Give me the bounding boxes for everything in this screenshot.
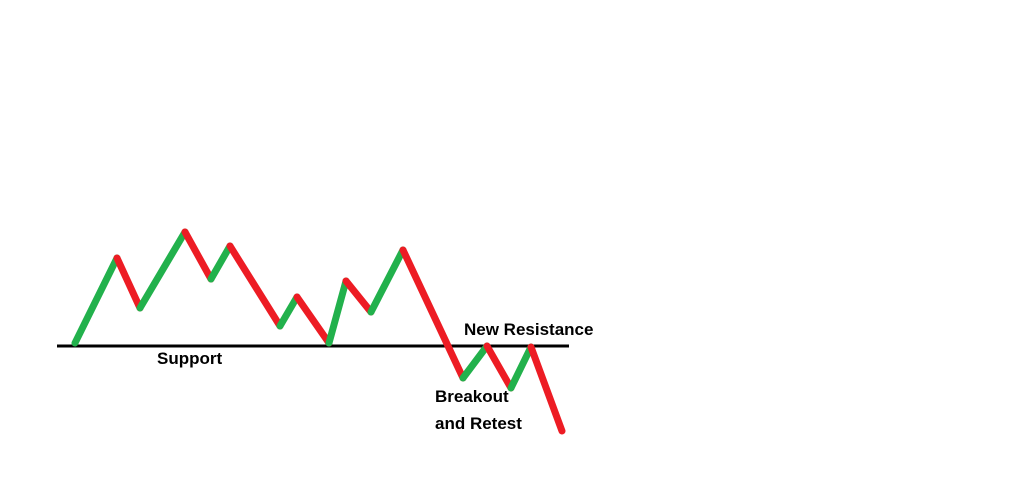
- down-swing-segment: [226, 242, 284, 330]
- up-swing-segment: [459, 342, 491, 382]
- up-swing-segment: [136, 228, 189, 312]
- down-swing-segment: [181, 228, 215, 283]
- down-swing-segment: [293, 293, 333, 347]
- up-swing-segment: [276, 293, 301, 330]
- breakout-label-line1: Breakout: [435, 387, 509, 406]
- support-label: Support: [157, 349, 222, 368]
- up-swing-segment: [367, 246, 407, 316]
- down-swing-segment: [483, 342, 515, 392]
- new-resistance-label: New Resistance: [464, 320, 593, 339]
- up-swing-segment: [325, 277, 350, 347]
- price-path: [71, 228, 566, 435]
- up-swing-segment: [71, 254, 121, 347]
- down-swing-segment: [342, 277, 375, 316]
- up-swing-segment: [507, 343, 535, 392]
- breakout-label-line2: and Retest: [435, 414, 522, 433]
- down-swing-segment: [113, 254, 144, 312]
- down-swing-segment: [527, 343, 566, 435]
- down-swing-segment: [399, 246, 467, 382]
- up-swing-segment: [207, 242, 234, 283]
